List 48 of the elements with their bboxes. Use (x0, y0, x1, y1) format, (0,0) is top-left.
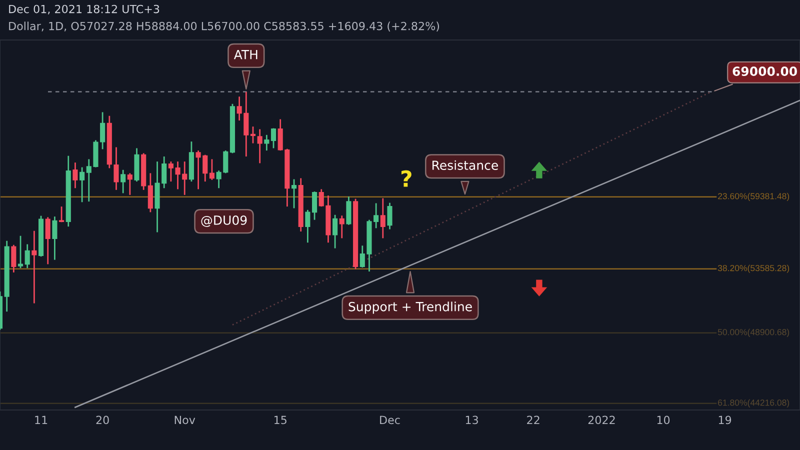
candlestick (346, 196, 352, 226)
candlestick (332, 214, 338, 249)
candlestick (32, 230, 37, 304)
annotation: @DU09 (201, 215, 247, 227)
candlestick (387, 202, 392, 230)
x-tick-label: 15 (274, 416, 286, 424)
annotation: Resistance (432, 160, 498, 170)
candlestick (45, 216, 50, 265)
candlestick (312, 190, 318, 221)
candlestick (72, 162, 78, 189)
candlestick (250, 126, 256, 144)
x-tick-label: 11 (35, 416, 48, 424)
ref-line-label: 61.80%(44216.08) (718, 399, 790, 408)
ref-line-label: 23.60%(59381.48) (718, 192, 790, 201)
candlestick (11, 244, 16, 274)
annotation: ATH (234, 50, 258, 60)
candlestick (339, 214, 344, 239)
candlestick (120, 169, 126, 194)
x-tick-label: 20 (96, 416, 109, 424)
x-tick-label: 13 (466, 416, 478, 424)
candlestick (18, 235, 24, 269)
candlestick (270, 128, 276, 149)
candlestick (257, 128, 262, 164)
annotation: ? (401, 170, 412, 187)
candlestick (80, 166, 85, 203)
candlestick (380, 198, 386, 239)
candlestick (305, 209, 310, 244)
chart-subtitle: Dollar, 1D, O57027.28 H58884.00 L56700.00 C58583.55 +1609.43 (+2.82%) (9, 22, 440, 32)
chart-title: Dec 01, 2021 18:12 UTC+3 (9, 4, 160, 14)
candlestick (291, 178, 297, 209)
ref-line-label: 69000.00 (732, 66, 797, 76)
candlestick (24, 244, 30, 269)
candlestick (59, 206, 64, 223)
x-tick-label: 10 (657, 416, 670, 424)
annotation: Support + Trendline (348, 302, 472, 314)
ref-line-label: 50.00%(48900.68) (718, 328, 790, 337)
x-tick-label: Dec (380, 416, 400, 424)
ref-line-label: 38.20%(53585.28) (718, 264, 790, 273)
x-tick-label: 22 (527, 416, 540, 424)
x-tick-label: 19 (718, 416, 732, 424)
candlestick (114, 146, 119, 191)
candlestick (209, 158, 215, 181)
x-tick-label: Nov (174, 416, 196, 424)
candlestick (148, 172, 153, 213)
candlestick (127, 172, 132, 196)
x-tick-label: 2022 (588, 416, 615, 424)
candlestick (264, 134, 270, 152)
candlestick (52, 216, 58, 261)
